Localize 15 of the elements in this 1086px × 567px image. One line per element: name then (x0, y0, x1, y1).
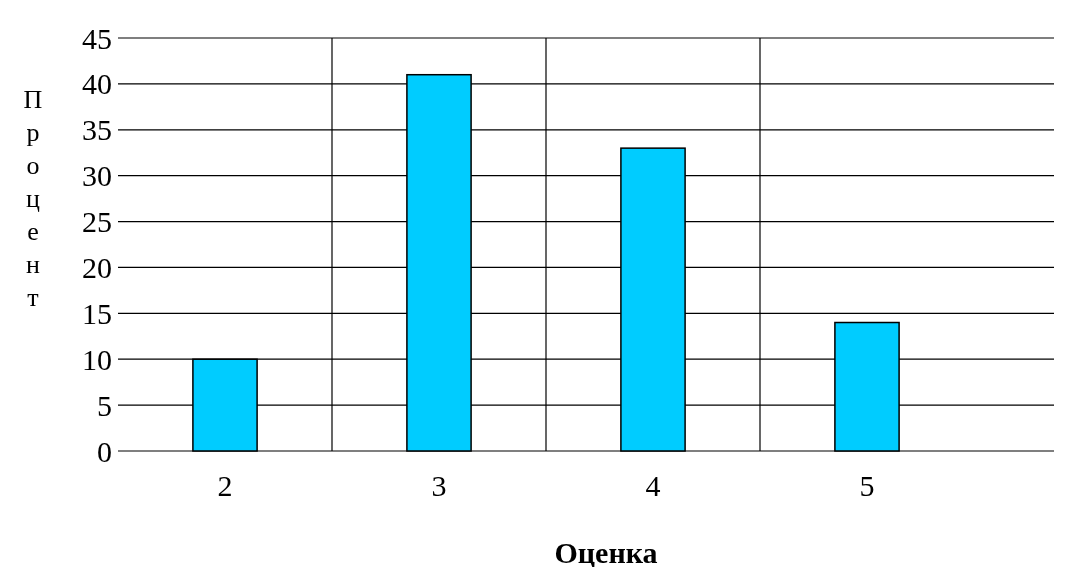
y-tick-label: 35 (82, 113, 112, 147)
x-tick-label: 5 (859, 469, 875, 502)
y-tick-label: 40 (82, 67, 112, 101)
y-tick-label: 45 (82, 21, 112, 55)
x-tick-label: 3 (431, 469, 447, 502)
y-tick-label: 10 (82, 342, 112, 376)
y-tick-label: 30 (82, 159, 112, 193)
y-tick-label: 0 (97, 434, 112, 468)
y-tick-label: 5 (97, 388, 112, 422)
x-tick-label: 2 (217, 469, 233, 502)
y-tick-label: 20 (82, 250, 112, 284)
y-axis-title: Процент (23, 85, 43, 312)
x-tick-label: 4 (645, 469, 661, 502)
y-tick-label: 25 (82, 205, 112, 239)
y-tick-label: 15 (82, 296, 112, 330)
